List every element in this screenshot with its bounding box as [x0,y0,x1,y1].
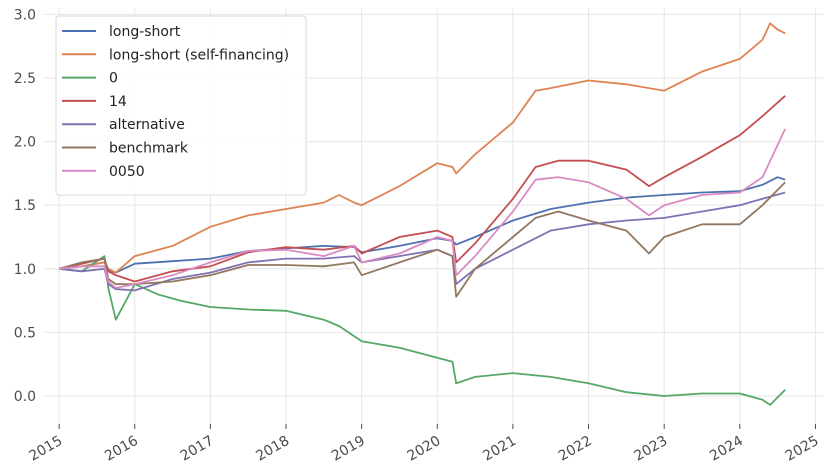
legend-box [55,15,307,196]
series-line-5 [58,181,786,298]
legend-label: long-short (self-financing) [109,47,289,63]
y-tick-label: 2.0 [14,135,36,151]
y-tick-label: 2.5 [14,71,36,87]
y-axis-ticks: 0.0 0.5 1.0 1.5 2.0 2.5 3.0 [14,7,36,405]
x-tick-label: 2020 [405,433,444,465]
series-line-1 [59,22,786,274]
plot-lines [58,22,787,406]
y-tick-label: 1.5 [14,198,36,214]
x-axis-ticks: 2015 2016 2017 2018 2019 2020 2021 2022 2023 2024… [26,424,822,465]
legend-label: benchmark [109,141,189,157]
x-tick-label: 2024 [707,433,746,465]
legend-label: 0050 [109,164,145,180]
x-tick-label: 2025 [783,433,822,465]
y-tick-label: 0.5 [14,325,36,341]
legend: long-short long-short (self-financing) 0 14… [55,15,307,196]
x-tick-label: 2017 [178,433,217,465]
legend-label: long-short [109,24,181,40]
legend-label: alternative [109,117,185,133]
series-line-6 [59,128,787,289]
x-tick-label: 2023 [632,433,671,465]
legend-label: 14 [109,94,127,110]
x-tick-label: 2022 [556,433,595,465]
y-tick-label: 3.0 [14,7,36,23]
legend-label: 0 [109,71,118,87]
x-tick-label: 2019 [329,433,368,465]
series-line-4 [59,191,786,292]
series-line-0 [59,176,786,274]
y-tick-label: 1.0 [14,262,36,278]
series-line-2 [59,255,786,406]
x-tick-label: 2018 [253,433,292,465]
x-tick-label: 2015 [26,433,65,465]
x-tick-label: 2016 [102,433,141,465]
y-tick-label: 0.0 [14,389,36,405]
series-line-3 [58,95,786,283]
x-tick-label: 2021 [480,433,519,465]
